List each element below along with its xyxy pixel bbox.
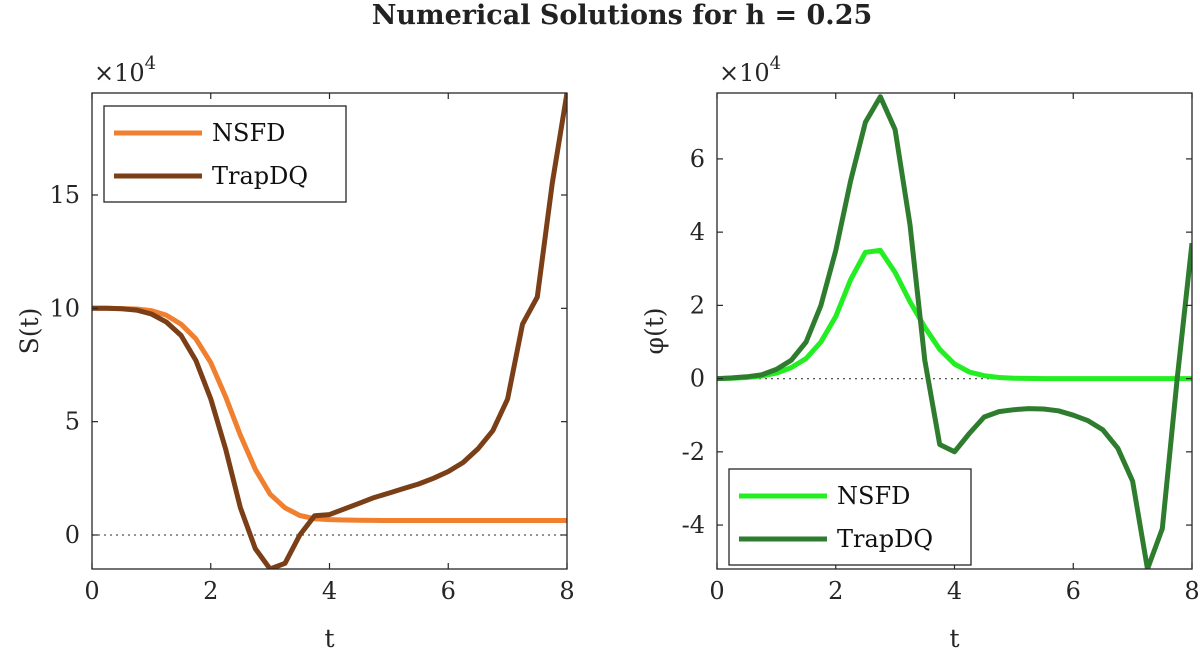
s-y-tick-label: 10 [49, 294, 80, 322]
s-x-tick-label: 8 [559, 577, 574, 605]
s-legend: NSFD TrapDQ [103, 105, 347, 203]
phi-legend-box [728, 468, 972, 566]
phi-x-tick-label: 4 [947, 577, 962, 605]
phi-legend-label-trapdq: TrapDQ [837, 525, 933, 553]
phi-legend-label-nsfd: NSFD [837, 482, 910, 510]
phi-legend: NSFD TrapDQ [728, 468, 972, 566]
phi-x-tick-label: 6 [1066, 577, 1081, 605]
phi-y-axis-label: φ(t) [640, 307, 669, 354]
s-x-tick-label: 6 [441, 577, 456, 605]
phi-y-tick-label: 6 [690, 145, 705, 173]
s-y-tick-label: 5 [65, 408, 80, 436]
s-legend-label-nsfd: NSFD [212, 119, 285, 147]
s-y-multiplier-exp: 4 [145, 53, 156, 74]
s-y-axis-label: S(t) [15, 308, 44, 355]
chart-panel-phi: 0 2 4 6 8 -4 -2 0 2 4 6 ×104 t φ(t) NSFD TrapDQ [640, 53, 1200, 653]
figure-title: Numerical Solutions for h = 0.25 [372, 0, 873, 31]
phi-series-line-nsfd [717, 247, 1192, 382]
s-series-line-trapdq [92, 93, 567, 569]
s-x-tick-label: 0 [84, 577, 99, 605]
phi-x-tick-label: 2 [828, 577, 843, 605]
phi-x-axis-label: t [949, 624, 959, 653]
s-x-tick-label: 4 [322, 577, 337, 605]
s-legend-label-trapdq: TrapDQ [212, 162, 308, 190]
s-y-tick-label: 15 [49, 181, 80, 209]
phi-y-tick-label: 4 [690, 218, 705, 246]
phi-x-tick-label: 8 [1184, 577, 1199, 605]
phi-y-tick-label: 0 [690, 365, 705, 393]
s-x-axis-label: t [324, 624, 334, 653]
s-y-multiplier: ×104 [94, 53, 156, 87]
phi-y-multiplier: ×104 [719, 53, 781, 87]
phi-series-line-trapdq [717, 94, 1192, 569]
phi-y-tick-label: -2 [682, 438, 705, 466]
phi-y-tick-label: -4 [682, 511, 705, 539]
phi-y-tick-label: 2 [690, 291, 705, 319]
s-legend-box [103, 105, 347, 203]
s-y-tick-label: 0 [65, 521, 80, 549]
s-series-line-nsfd [92, 305, 567, 523]
s-x-tick-label: 2 [203, 577, 218, 605]
chart-panel-s: 0 2 4 6 8 0 5 10 15 ×104 t S(t) NSFD TrapDQ [15, 53, 575, 653]
phi-x-tick-label: 0 [709, 577, 724, 605]
phi-y-multiplier-exp: 4 [770, 53, 781, 74]
